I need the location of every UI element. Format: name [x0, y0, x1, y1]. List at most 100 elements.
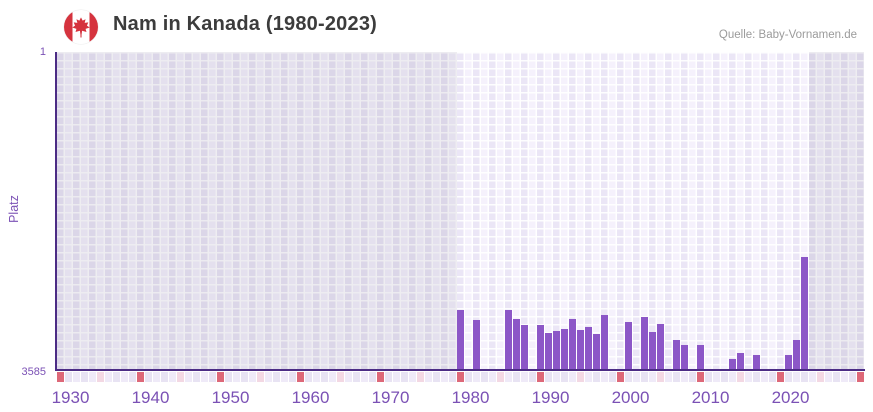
bar-2003[interactable]	[641, 316, 648, 370]
timeline-square-1996	[585, 371, 592, 382]
bar-1986[interactable]	[505, 309, 512, 370]
timeline-square-2012	[713, 371, 720, 382]
bar-2004[interactable]	[649, 332, 656, 370]
bar-2014[interactable]	[729, 359, 736, 370]
timeline-square-1931	[65, 371, 72, 382]
x-tick-label-1950: 1950	[211, 388, 250, 407]
timeline-square-1946	[185, 371, 192, 382]
timeline-square-1945	[177, 371, 184, 382]
timeline-square-1941	[145, 371, 152, 382]
timeline-square-2001	[625, 371, 632, 382]
timeline-square-1990	[537, 371, 544, 382]
bar-1997[interactable]	[593, 334, 600, 370]
bar-2023[interactable]	[801, 256, 808, 370]
timeline-square-1939	[129, 371, 136, 382]
timeline-square-2003	[641, 371, 648, 382]
bar-1990[interactable]	[537, 325, 544, 370]
bar-1998[interactable]	[601, 315, 608, 370]
bar-1987[interactable]	[513, 319, 520, 370]
timeline-square-1980	[457, 371, 464, 382]
timeline-square-2004	[649, 371, 656, 382]
timeline-square-1953	[241, 371, 248, 382]
timeline-square-1972	[393, 371, 400, 382]
timeline-square-2028	[841, 371, 848, 382]
timeline-square-1968	[361, 371, 368, 382]
timeline-square-1949	[209, 371, 216, 382]
timeline-square-2025	[817, 371, 824, 382]
bar-1980[interactable]	[457, 310, 464, 370]
bar-2017[interactable]	[753, 355, 760, 370]
timeline-square-1977	[433, 371, 440, 382]
bar-2022[interactable]	[793, 340, 800, 370]
timeline-square-2017	[753, 371, 760, 382]
timeline-square-1935	[97, 371, 104, 382]
timeline-square-1933	[81, 371, 88, 382]
bar-1982[interactable]	[473, 319, 480, 370]
timeline-square-1982	[473, 371, 480, 382]
maple-leaf-icon	[72, 17, 90, 38]
x-tick-label-2010: 2010	[691, 388, 730, 407]
timeline-square-2023	[801, 371, 808, 382]
timeline-square-1992	[553, 371, 560, 382]
bar-2008[interactable]	[681, 345, 688, 370]
timeline-square-1966	[345, 371, 352, 382]
bar-2015[interactable]	[737, 353, 744, 370]
x-axis-line	[54, 368, 865, 371]
x-tick-label-1970: 1970	[371, 388, 410, 407]
bar-2010[interactable]	[697, 345, 704, 370]
bar-2005[interactable]	[657, 324, 664, 370]
x-tick-label-1940: 1940	[131, 388, 170, 407]
timeline-square-1993	[561, 371, 568, 382]
timeline-square-1998	[601, 371, 608, 382]
timeline-square-1973	[401, 371, 408, 382]
timeline-square-1960	[297, 371, 304, 382]
timeline-square-2010	[697, 371, 704, 382]
timeline-square-1955	[257, 371, 264, 382]
y-axis-title: Platz	[7, 195, 21, 223]
timeline-square-1954	[249, 371, 256, 382]
timeline-square-1984	[489, 371, 496, 382]
timeline-square-2021	[785, 371, 792, 382]
timeline-square-1978	[441, 371, 448, 382]
timeline-square-2009	[689, 371, 696, 382]
timeline-square-1997	[593, 371, 600, 382]
timeline-square-2007	[673, 371, 680, 382]
timeline-square-1948	[201, 371, 208, 382]
timeline-square-1934	[89, 371, 96, 382]
canada-flag-icon	[64, 10, 98, 44]
timeline-square-1985	[497, 371, 504, 382]
timeline-square-2013	[721, 371, 728, 382]
timeline-square-2026	[825, 371, 832, 382]
y-tick-label-bottom: 3585	[21, 366, 46, 378]
timeline-square-1951	[225, 371, 232, 382]
timeline-square-1952	[233, 371, 240, 382]
timeline-square-2011	[705, 371, 712, 382]
bar-1994[interactable]	[569, 319, 576, 370]
bar-2021[interactable]	[785, 355, 792, 370]
timeline-square-1967	[353, 371, 360, 382]
bar-1995[interactable]	[577, 329, 584, 370]
x-tick-label-1960: 1960	[291, 388, 330, 407]
bar-2007[interactable]	[673, 340, 680, 370]
timeline-square-1937	[113, 371, 120, 382]
bar-1988[interactable]	[521, 325, 528, 370]
timeline-square-1962	[313, 371, 320, 382]
bar-1992[interactable]	[553, 331, 560, 370]
timeline-square-1987	[513, 371, 520, 382]
timeline-square-1930	[57, 371, 64, 382]
bar-1996[interactable]	[585, 326, 592, 370]
timeline-square-1981	[465, 371, 472, 382]
timeline-square-2022	[793, 371, 800, 382]
x-tick-label-2000: 2000	[611, 388, 650, 407]
bar-1993[interactable]	[561, 328, 568, 370]
timeline-square-1950	[217, 371, 224, 382]
timeline-square-2029	[849, 371, 856, 382]
timeline-square-1938	[121, 371, 128, 382]
timeline-square-1942	[153, 371, 160, 382]
bar-2001[interactable]	[625, 322, 632, 370]
timeline-square-2030	[857, 371, 864, 382]
y-axis-line	[54, 52, 57, 371]
bar-1991[interactable]	[545, 332, 552, 370]
timeline-square-2020	[777, 371, 784, 382]
